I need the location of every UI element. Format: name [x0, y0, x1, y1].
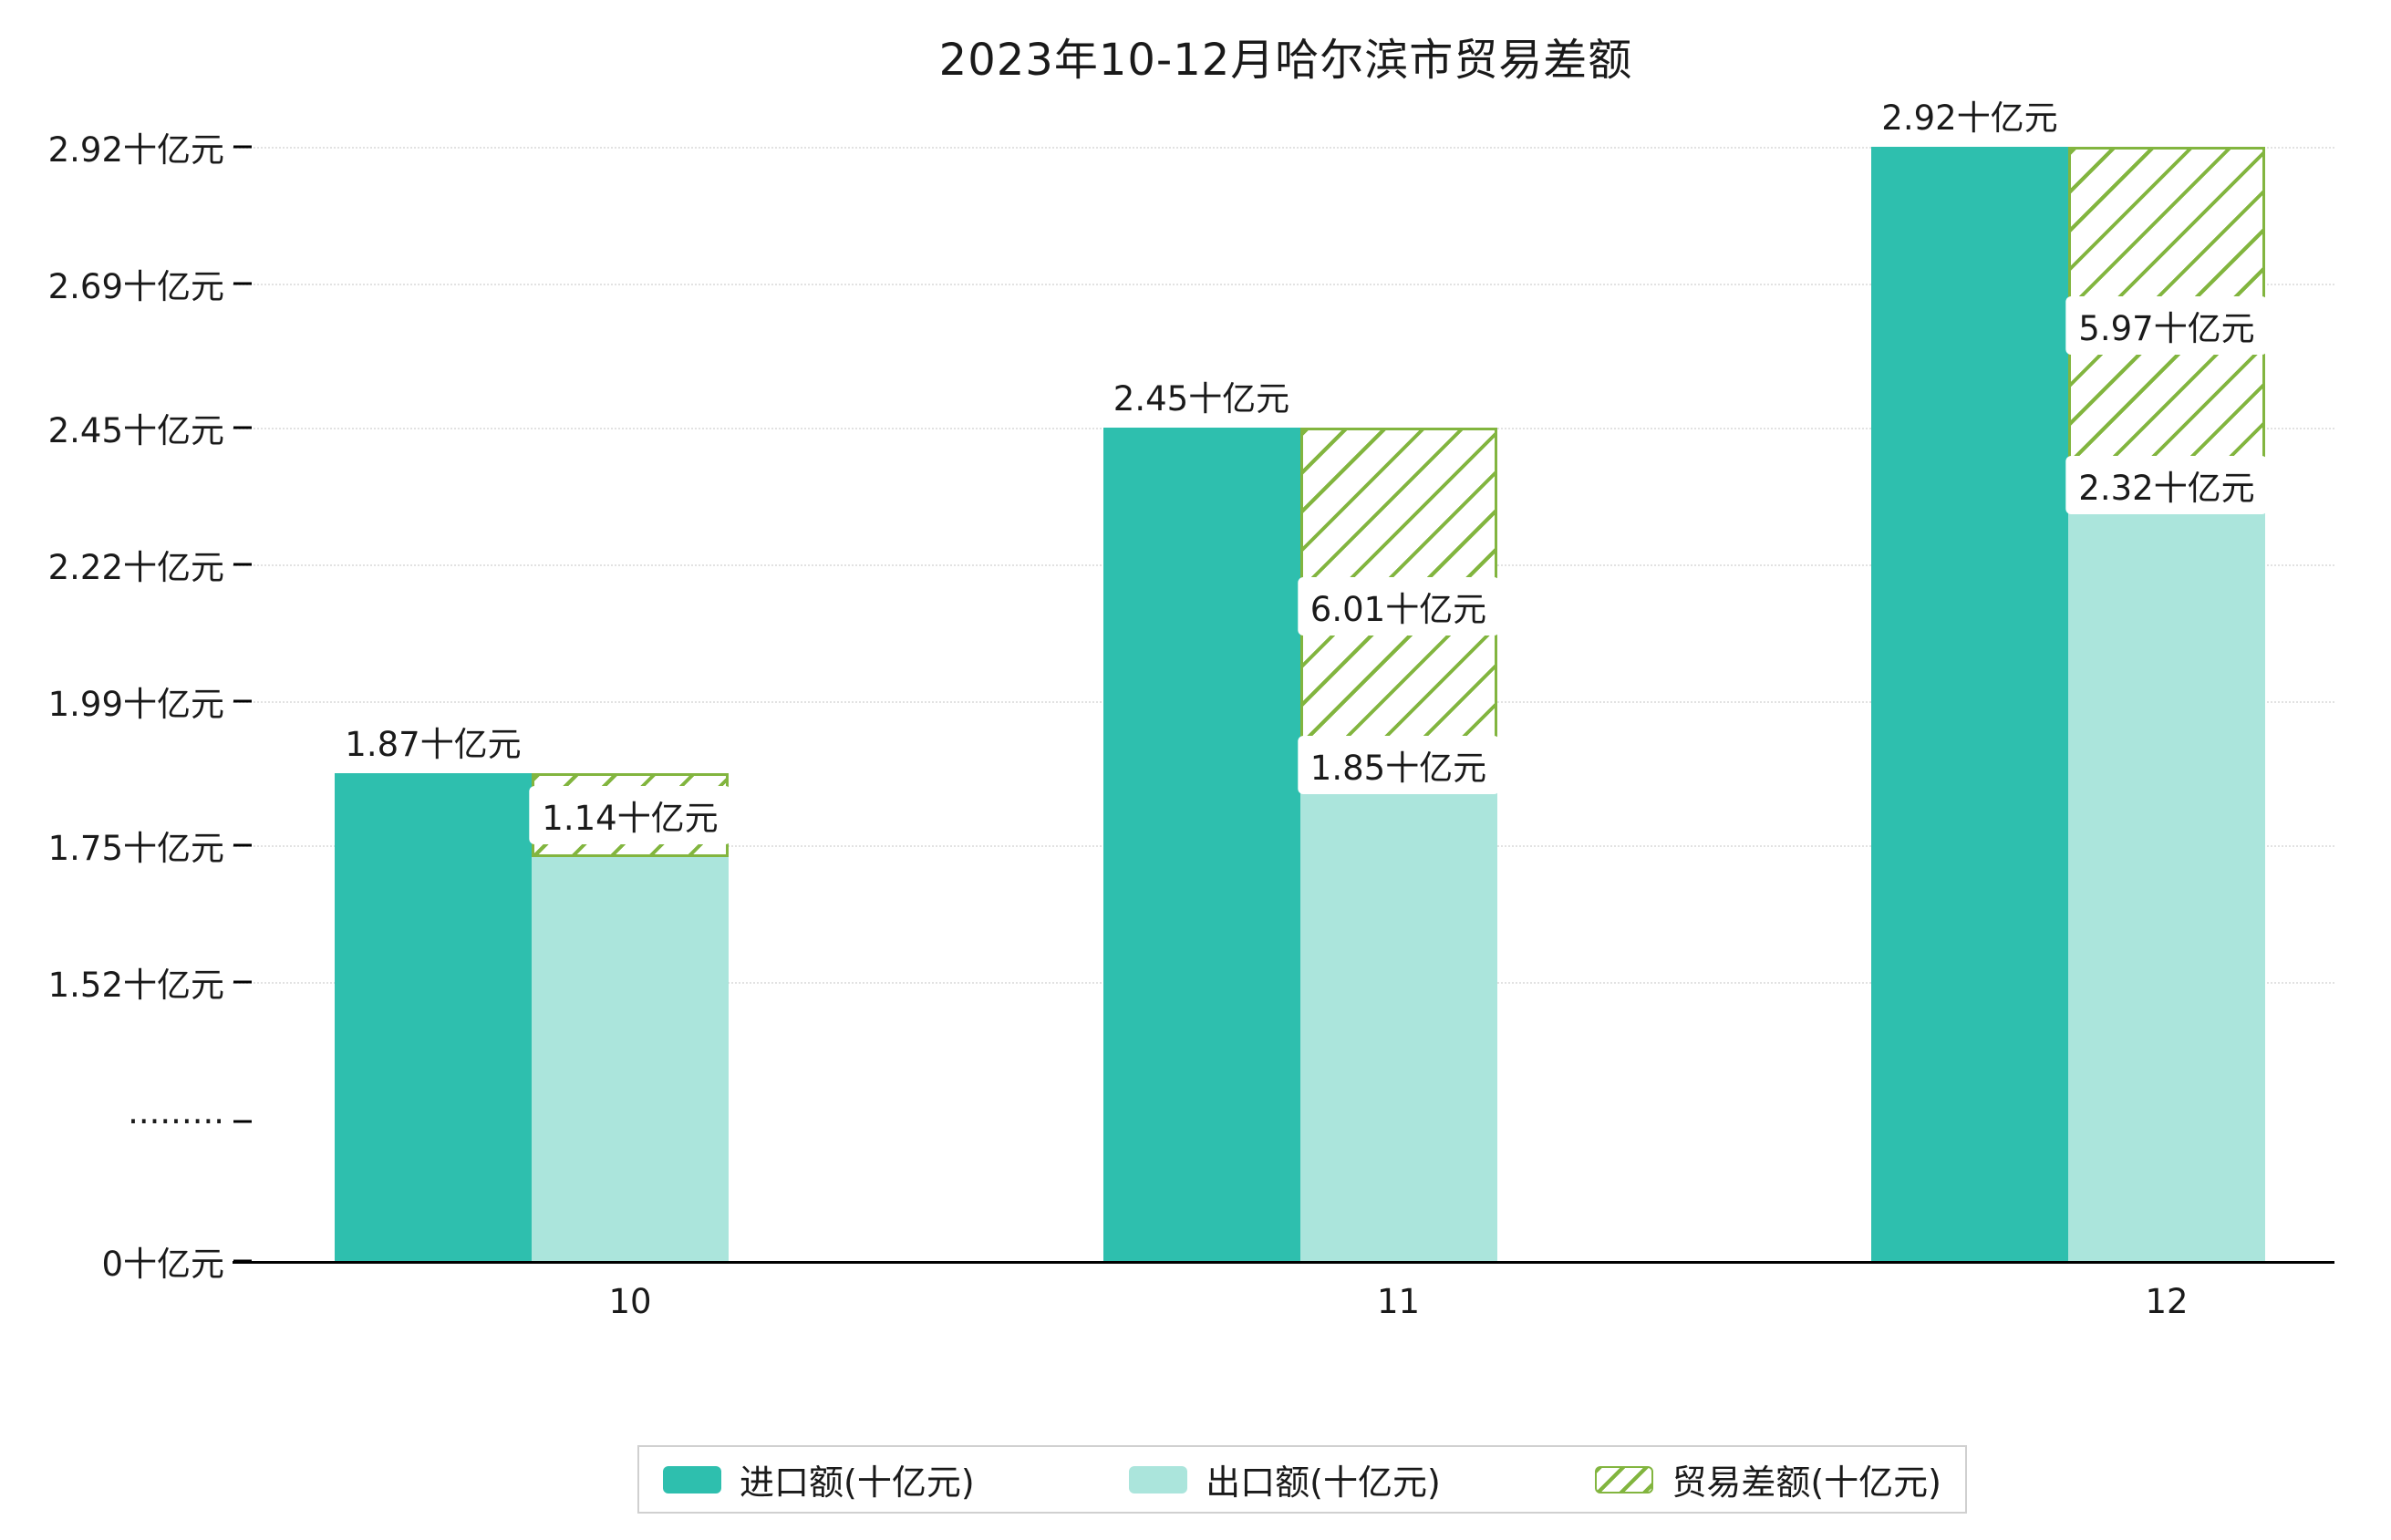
- export-bar: [532, 856, 729, 1261]
- y-tick-label: 2.92十亿元: [47, 130, 224, 170]
- y-tick-mark: [233, 1120, 252, 1123]
- export-bar: [2068, 504, 2265, 1261]
- x-tick-label: 10: [608, 1282, 652, 1321]
- import-bar: [1871, 147, 2068, 1261]
- export-value-label: 1.85十亿元: [1297, 736, 1500, 795]
- y-tick-label: 1.75十亿元: [47, 828, 224, 868]
- y-tick-label: 2.22十亿元: [47, 548, 224, 587]
- y-tick-label: 2.69十亿元: [47, 267, 224, 307]
- import-value-label: 1.87十亿元: [345, 725, 522, 764]
- exports-swatch-icon: [1129, 1465, 1188, 1493]
- y-tick-mark: [233, 563, 252, 566]
- x-axis-line: [233, 1261, 2334, 1264]
- import-value-label: 2.45十亿元: [1113, 378, 1290, 419]
- legend-item-imports: 进口额(十亿元): [663, 1454, 975, 1504]
- y-tick-mark: [233, 426, 252, 429]
- y-tick-mark: [233, 145, 252, 149]
- gridline: [233, 284, 2334, 286]
- import-bar: [335, 773, 532, 1261]
- legend-label-imports: 进口额(十亿元): [740, 1462, 975, 1503]
- legend-label-exports: 出口额(十亿元): [1206, 1462, 1441, 1503]
- legend: 进口额(十亿元) 出口额(十亿元) 贸易差额(十亿元): [637, 1445, 1967, 1514]
- y-tick-label: 1.99十亿元: [47, 685, 224, 725]
- y-tick-mark: [233, 980, 252, 984]
- balance-swatch-icon: [1595, 1465, 1654, 1493]
- y-tick-label: ·········: [128, 1101, 224, 1142]
- export-bar: [1299, 785, 1497, 1261]
- y-tick-mark: [233, 282, 252, 285]
- import-bar: [1102, 427, 1300, 1261]
- export-value-label: 2.32十亿元: [2065, 455, 2268, 514]
- balance-value-label: 6.01十亿元: [1297, 576, 1500, 636]
- legend-label-balance: 贸易差额(十亿元): [1672, 1462, 1941, 1503]
- y-tick-label: 1.52十亿元: [47, 966, 224, 1005]
- import-value-label: 2.92十亿元: [1881, 98, 2058, 138]
- legend-item-exports: 出口额(十亿元): [1129, 1454, 1441, 1504]
- legend-item-balance: 贸易差额(十亿元): [1595, 1454, 1941, 1504]
- balance-value-label: 5.97十亿元: [2065, 296, 2268, 356]
- x-tick-label: 12: [2145, 1282, 2189, 1321]
- chart-title: 2023年10-12月哈尔滨市贸易差额: [938, 35, 1633, 86]
- y-tick-mark: [233, 1259, 252, 1263]
- imports-swatch-icon: [663, 1465, 721, 1493]
- x-tick-label: 11: [1376, 1282, 1421, 1321]
- y-tick-label: 2.45十亿元: [47, 410, 224, 450]
- y-tick-label: 0十亿元: [101, 1245, 224, 1284]
- y-tick-mark: [233, 843, 252, 846]
- export-value-label: 1.14十亿元: [529, 785, 731, 844]
- gridline: [233, 147, 2334, 149]
- y-tick-mark: [233, 699, 252, 703]
